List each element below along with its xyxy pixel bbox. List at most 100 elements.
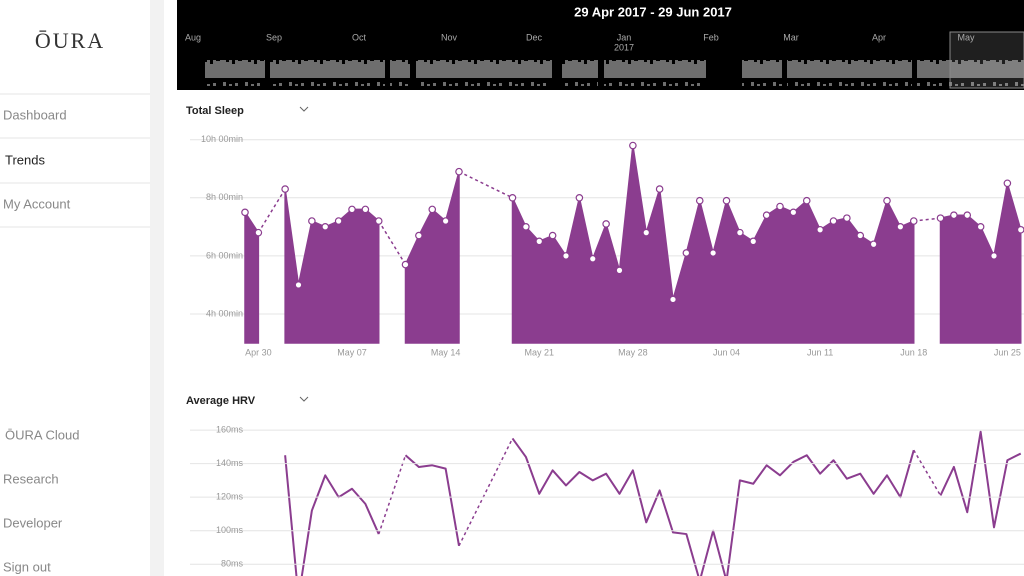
month-label: Feb bbox=[703, 32, 719, 42]
point bbox=[909, 217, 918, 225]
point bbox=[963, 211, 972, 220]
point bbox=[415, 231, 423, 240]
gap-connector bbox=[913, 449, 942, 496]
point bbox=[682, 249, 691, 257]
point bbox=[802, 196, 811, 205]
point bbox=[588, 254, 597, 263]
area bbox=[404, 171, 460, 344]
gap-connector bbox=[257, 188, 286, 234]
point bbox=[776, 202, 784, 211]
x-tick-label: May 28 bbox=[618, 347, 648, 357]
x-tick-label: May 14 bbox=[431, 347, 461, 357]
footer-link[interactable]: Developer bbox=[3, 515, 63, 530]
y-tick-label: 80ms bbox=[221, 559, 244, 569]
divider bbox=[150, 0, 164, 576]
month-label: Oct bbox=[352, 32, 367, 42]
point bbox=[281, 185, 289, 193]
month-label: Aug bbox=[185, 32, 201, 42]
y-tick-label: 120ms bbox=[216, 492, 244, 502]
point bbox=[990, 252, 998, 260]
point bbox=[522, 223, 530, 231]
point bbox=[361, 205, 370, 214]
mini-bars bbox=[416, 60, 552, 86]
nav-link[interactable]: Dashboard bbox=[3, 107, 67, 122]
x-tick-label: Jun 04 bbox=[713, 347, 740, 357]
y-tick-label: 10h 00min bbox=[201, 134, 243, 144]
point bbox=[669, 295, 677, 304]
point bbox=[428, 205, 437, 214]
date-range: 29 Apr 2017 - 29 Jun 2017 bbox=[574, 4, 732, 19]
x-tick-label: Apr 30 bbox=[245, 347, 272, 357]
point bbox=[843, 214, 851, 222]
point bbox=[1016, 225, 1024, 234]
point bbox=[816, 225, 824, 234]
mini-bars bbox=[604, 60, 706, 86]
point bbox=[936, 214, 945, 222]
dropdown-chevron[interactable] bbox=[299, 106, 309, 112]
area bbox=[511, 145, 915, 344]
nav-link[interactable]: Trends bbox=[5, 152, 45, 167]
x-tick-label: Jun 25 bbox=[994, 347, 1021, 357]
month-label: Jan bbox=[617, 32, 632, 42]
footer-link[interactable]: Sign out bbox=[3, 559, 51, 574]
point bbox=[321, 223, 330, 231]
point bbox=[254, 228, 263, 237]
y-tick-label: 160ms bbox=[216, 424, 244, 434]
line bbox=[404, 454, 460, 546]
y-tick-label: 8h 00min bbox=[206, 192, 243, 202]
gap-connector bbox=[913, 217, 941, 222]
point bbox=[976, 223, 985, 231]
point bbox=[334, 217, 343, 225]
x-tick-label: May 07 bbox=[337, 347, 367, 357]
y-tick-label: 100ms bbox=[216, 525, 244, 535]
point bbox=[896, 223, 905, 231]
y-tick-label: 140ms bbox=[216, 458, 244, 468]
point bbox=[762, 211, 771, 220]
year-label: 2017 bbox=[614, 42, 634, 52]
line bbox=[284, 455, 380, 576]
point bbox=[655, 185, 664, 193]
point bbox=[869, 240, 878, 249]
mini-bars bbox=[562, 60, 598, 86]
point bbox=[241, 208, 249, 217]
chart-title: Total Sleep bbox=[186, 105, 244, 117]
point bbox=[548, 231, 557, 240]
point bbox=[829, 217, 838, 225]
point bbox=[709, 249, 717, 257]
footer-link[interactable]: Research bbox=[3, 471, 59, 486]
point bbox=[562, 252, 570, 260]
point bbox=[736, 228, 744, 237]
point bbox=[883, 196, 891, 205]
point bbox=[401, 260, 410, 269]
logo: ŌURA bbox=[35, 28, 105, 53]
point bbox=[789, 208, 798, 217]
x-tick-label: Jun 18 bbox=[900, 347, 927, 357]
point bbox=[441, 217, 450, 225]
point bbox=[508, 193, 517, 202]
dropdown-chevron[interactable] bbox=[299, 396, 309, 402]
line bbox=[939, 430, 1022, 529]
mini-bars bbox=[390, 60, 410, 86]
month-label: May bbox=[957, 32, 975, 42]
point bbox=[749, 237, 758, 246]
point bbox=[575, 193, 584, 202]
point bbox=[455, 167, 463, 176]
selection[interactable] bbox=[949, 31, 1024, 89]
gap-connector bbox=[378, 220, 407, 265]
gap-connector bbox=[458, 170, 513, 199]
month-label: Nov bbox=[441, 32, 458, 42]
point bbox=[615, 266, 624, 275]
x-tick-label: Jun 11 bbox=[807, 347, 833, 357]
gap-connector bbox=[458, 438, 514, 547]
point bbox=[535, 237, 544, 246]
mini-bars bbox=[270, 60, 385, 86]
y-tick-label: 6h 00min bbox=[206, 250, 243, 260]
point bbox=[950, 211, 958, 220]
sidebar bbox=[0, 0, 150, 576]
nav-link[interactable]: My Account bbox=[3, 196, 71, 211]
x-tick-label: May 21 bbox=[524, 347, 554, 357]
footer-link[interactable]: ŌURA Cloud bbox=[5, 427, 79, 442]
chart-title: Average HRV bbox=[186, 395, 256, 407]
month-label: Dec bbox=[526, 32, 543, 42]
